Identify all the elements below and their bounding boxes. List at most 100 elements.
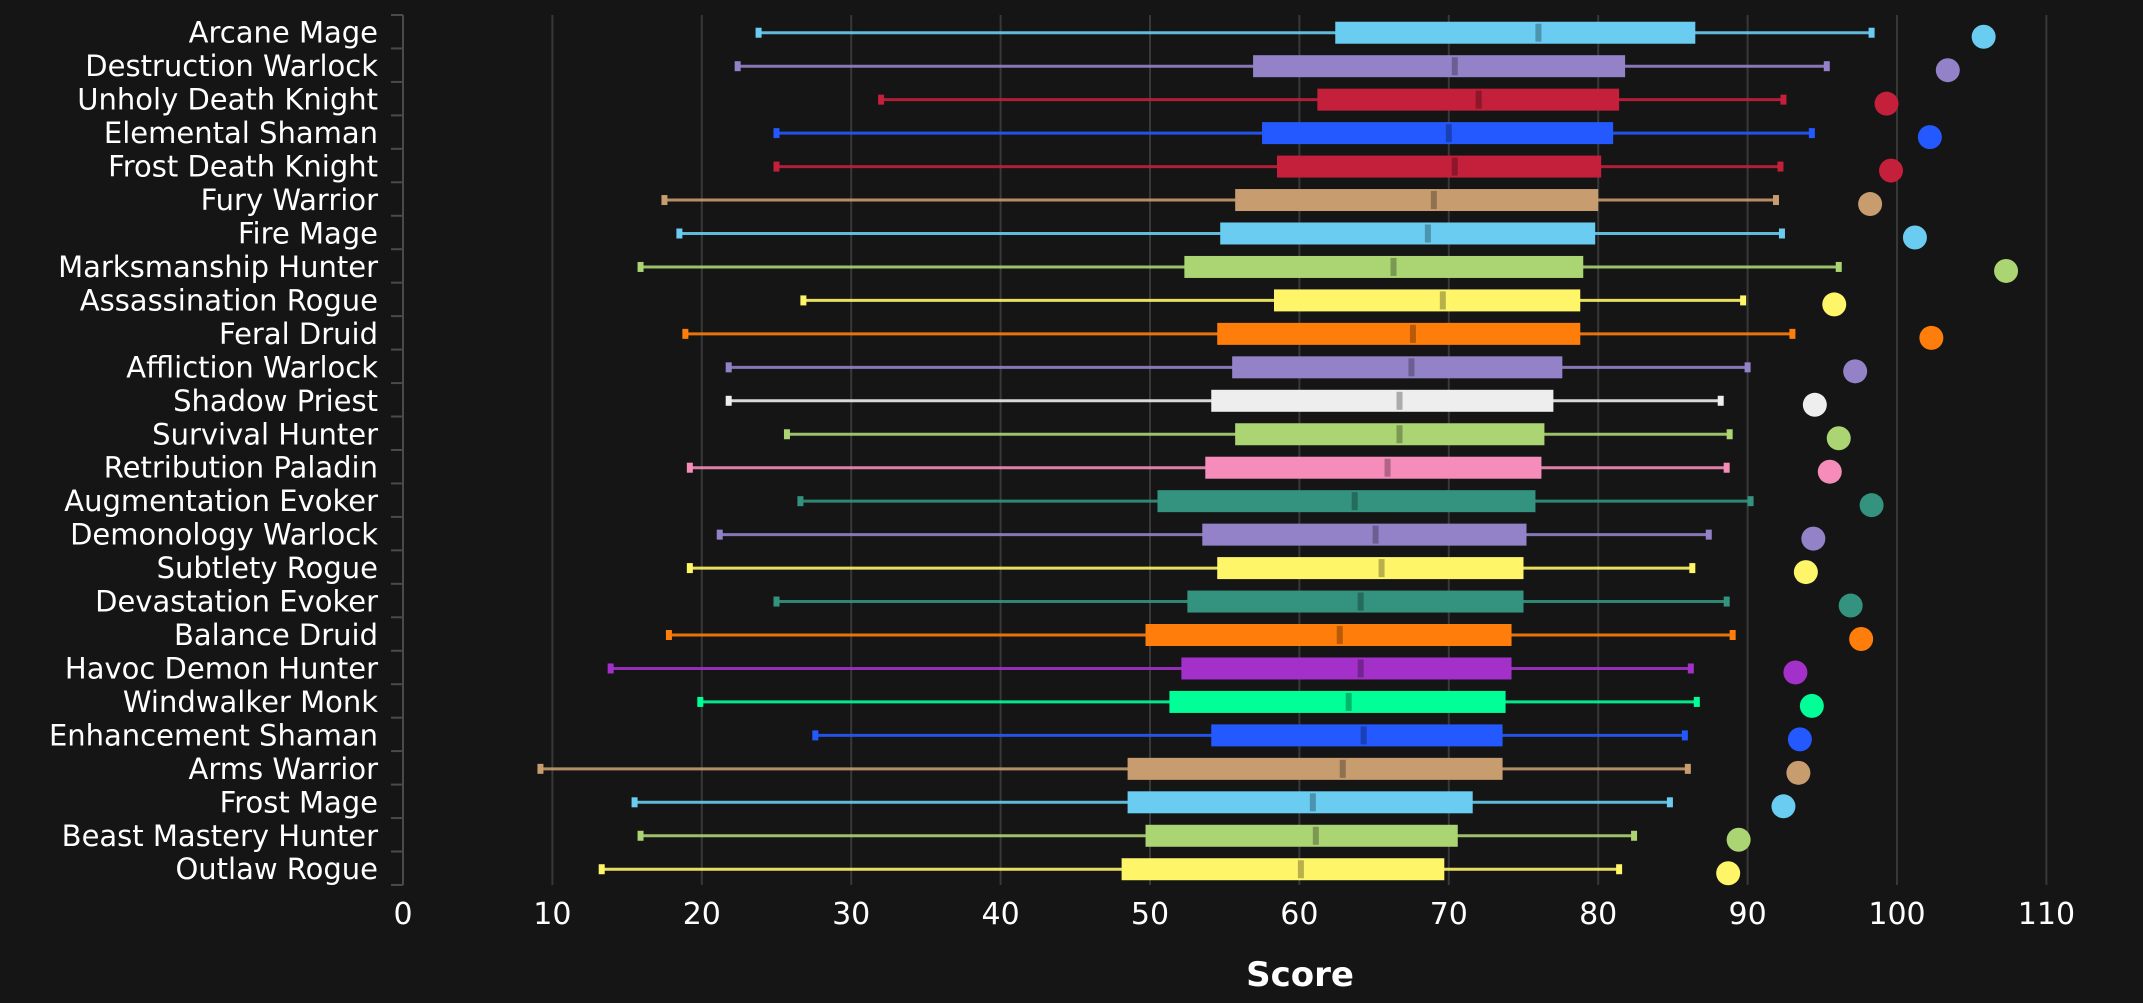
category-label: Fury Warrior	[201, 183, 379, 217]
whisker-min-cap	[800, 295, 807, 306]
median-line	[1372, 525, 1379, 544]
iqr-box	[1335, 21, 1696, 44]
box-subtlety-rogue	[686, 557, 1696, 580]
category-label: Subtlety Rogue	[157, 551, 378, 585]
top-score-dot	[1817, 459, 1842, 484]
median-line	[1451, 57, 1458, 76]
iqr-box	[1211, 724, 1503, 747]
top-score-dot	[1799, 693, 1824, 718]
median-line	[1351, 492, 1358, 511]
whisker-max-cap	[1726, 429, 1733, 440]
x-tick-label: 100	[1868, 897, 1925, 932]
whisker-min-cap	[697, 696, 704, 707]
iqr-box	[1145, 624, 1512, 647]
top-score-dot	[1838, 593, 1863, 618]
whisker-max-cap	[1868, 27, 1875, 38]
top-score-dot	[1822, 292, 1847, 317]
category-label: Retribution Paladin	[104, 451, 378, 485]
whisker-max-cap	[1789, 328, 1796, 339]
whisker-max-cap	[1747, 496, 1754, 507]
category-label: Beast Mastery Hunter	[62, 819, 378, 853]
box-devastation-evoker	[773, 590, 1730, 613]
box-arms-warrior	[537, 757, 1691, 780]
whisker-max-cap	[1777, 161, 1784, 172]
whisker-min-cap	[716, 529, 723, 540]
whisker-min-cap	[878, 94, 885, 105]
category-label: Affliction Warlock	[126, 350, 378, 384]
box-affliction-warlock	[725, 356, 1751, 379]
whisker-min-cap	[812, 730, 819, 741]
whisker-min-cap	[661, 195, 668, 206]
category-label: Marksmanship Hunter	[58, 250, 378, 284]
category-label: Feral Druid	[219, 317, 378, 351]
top-score-dot	[1787, 727, 1812, 752]
category-label: Devastation Evoker	[95, 585, 378, 619]
iqr-box	[1205, 456, 1542, 479]
whisker-min-cap	[631, 797, 638, 808]
whisker-min-cap	[725, 362, 732, 373]
whisker-max-cap	[1616, 864, 1623, 875]
median-line	[1390, 257, 1397, 276]
whisker-min-cap	[682, 328, 689, 339]
top-score-dot	[1826, 426, 1851, 451]
top-score-dot	[1802, 392, 1827, 417]
iqr-box	[1121, 858, 1445, 881]
top-score-dot	[1783, 660, 1808, 685]
box-outlaw-rogue	[598, 858, 1623, 881]
whisker-max-cap	[1835, 261, 1842, 272]
box-feral-druid	[682, 322, 1796, 345]
category-label: Augmentation Evoker	[64, 484, 378, 518]
category-label: Frost Mage	[220, 785, 378, 819]
median-line	[1408, 358, 1415, 377]
x-tick-label: 0	[393, 897, 412, 932]
category-label: Arms Warrior	[189, 752, 379, 786]
box-assassination-rogue	[800, 289, 1747, 312]
median-line	[1309, 793, 1316, 812]
median-line	[1451, 157, 1458, 176]
iqr-box	[1217, 557, 1524, 580]
box-augmentation-evoker	[797, 490, 1754, 513]
whisker-min-cap	[773, 161, 780, 172]
x-tick-label: 80	[1579, 897, 1617, 932]
median-line	[1336, 626, 1343, 645]
median-line	[1357, 592, 1364, 611]
box-beast-mastery-hunter	[637, 824, 1638, 847]
x-tick-label: 60	[1280, 897, 1318, 932]
iqr-box	[1184, 255, 1584, 278]
iqr-box	[1127, 757, 1503, 780]
iqr-box	[1232, 356, 1563, 379]
whisker-max-cap	[1684, 763, 1691, 774]
box-retribution-paladin	[686, 456, 1730, 479]
median-line	[1345, 692, 1352, 711]
box-destruction-warlock	[734, 55, 1830, 78]
box-marksmanship-hunter	[637, 255, 1842, 278]
whisker-max-cap	[1689, 563, 1696, 574]
top-score-dots	[1716, 24, 2019, 886]
whisker-max-cap	[1705, 529, 1712, 540]
box-series	[537, 21, 1875, 881]
top-score-dot	[1994, 258, 2019, 283]
category-label: Survival Hunter	[152, 417, 378, 451]
category-label: Assassination Rogue	[80, 283, 378, 317]
whisker-max-cap	[1631, 830, 1638, 841]
box-balance-druid	[665, 624, 1736, 647]
x-tick-label: 40	[982, 897, 1020, 932]
x-tick-label: 20	[683, 897, 721, 932]
iqr-box	[1157, 490, 1536, 513]
category-label: Elemental Shaman	[104, 116, 378, 150]
iqr-box	[1127, 791, 1473, 814]
category-label: Havoc Demon Hunter	[65, 651, 378, 685]
median-line	[1445, 124, 1452, 143]
top-score-dot	[1971, 24, 1996, 49]
whisker-max-cap	[1780, 94, 1787, 105]
top-score-dot	[1771, 794, 1796, 819]
whisker-min-cap	[537, 763, 544, 774]
top-score-dot	[1919, 325, 1944, 350]
whisker-max-cap	[1681, 730, 1688, 741]
whisker-min-cap	[686, 462, 693, 473]
top-score-dot	[1716, 861, 1741, 886]
x-tick-label: 70	[1430, 897, 1468, 932]
iqr-box	[1253, 55, 1626, 78]
